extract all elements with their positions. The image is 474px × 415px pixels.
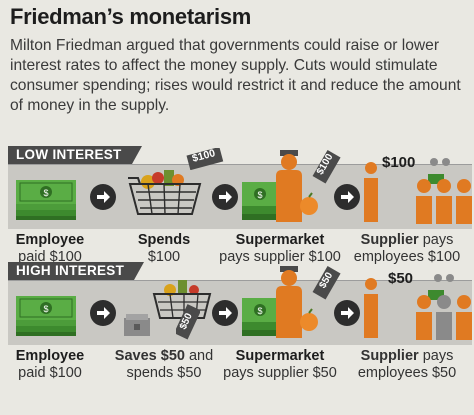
spends-caption: Spends $100 xyxy=(137,232,191,265)
money-stack-icon: $ xyxy=(16,180,76,220)
bag-price-tag-icon xyxy=(312,150,341,184)
supermarket-worker-icon xyxy=(276,266,302,338)
supermarket-worker-icon xyxy=(276,150,302,222)
supplier-caption: Supplier pays employees $100 xyxy=(353,232,461,265)
supplier-pay-label: $100 xyxy=(382,154,416,171)
arrow-icon xyxy=(212,184,238,210)
low-interest-band xyxy=(8,164,472,229)
svg-text:$: $ xyxy=(43,188,48,198)
money-stack-icon: $ xyxy=(242,298,278,336)
savings-box-icon xyxy=(124,314,150,336)
low-interest-tag: LOW INTEREST xyxy=(8,146,142,164)
orange-icon xyxy=(300,308,318,331)
svg-text:$: $ xyxy=(257,306,262,316)
supplier-group-icon xyxy=(364,274,472,340)
supermarket-caption: Supermarket pays supplier $50 xyxy=(223,348,337,381)
money-stack-icon: $ xyxy=(16,296,76,336)
employee-caption: Employee paid $100 xyxy=(15,232,85,265)
price-tag-icon xyxy=(176,304,200,340)
svg-text:$: $ xyxy=(257,190,262,200)
arrow-icon xyxy=(334,300,360,326)
high-interest-tag: HIGH INTEREST xyxy=(8,262,145,280)
arrow-icon xyxy=(334,184,360,210)
arrow-icon xyxy=(90,300,116,326)
shopping-basket-icon xyxy=(152,280,212,319)
shopping-basket-icon xyxy=(128,170,202,215)
intro-text: Milton Friedman argued that governments … xyxy=(10,37,461,114)
orange-icon xyxy=(300,192,318,215)
supermarket-caption: Supermarket pays supplier $100 xyxy=(219,232,341,265)
saves-caption: Saves $50 and spends $50 xyxy=(114,348,214,381)
arrow-icon xyxy=(212,300,238,326)
svg-text:$: $ xyxy=(43,304,48,314)
high-interest-band xyxy=(8,280,472,345)
employee-caption: Employee paid $100 xyxy=(15,348,85,381)
price-tag-icon xyxy=(186,148,224,170)
arrow-icon xyxy=(90,184,116,210)
money-stack-icon: $ xyxy=(242,182,278,220)
bag-price-tag-icon xyxy=(312,266,341,300)
supplier-caption: Supplier pays employees $50 xyxy=(357,348,457,381)
page-title: Friedman’s monetarism xyxy=(10,4,252,29)
supplier-group-icon xyxy=(364,158,472,224)
supplier-pay-label: $50 xyxy=(388,270,414,287)
